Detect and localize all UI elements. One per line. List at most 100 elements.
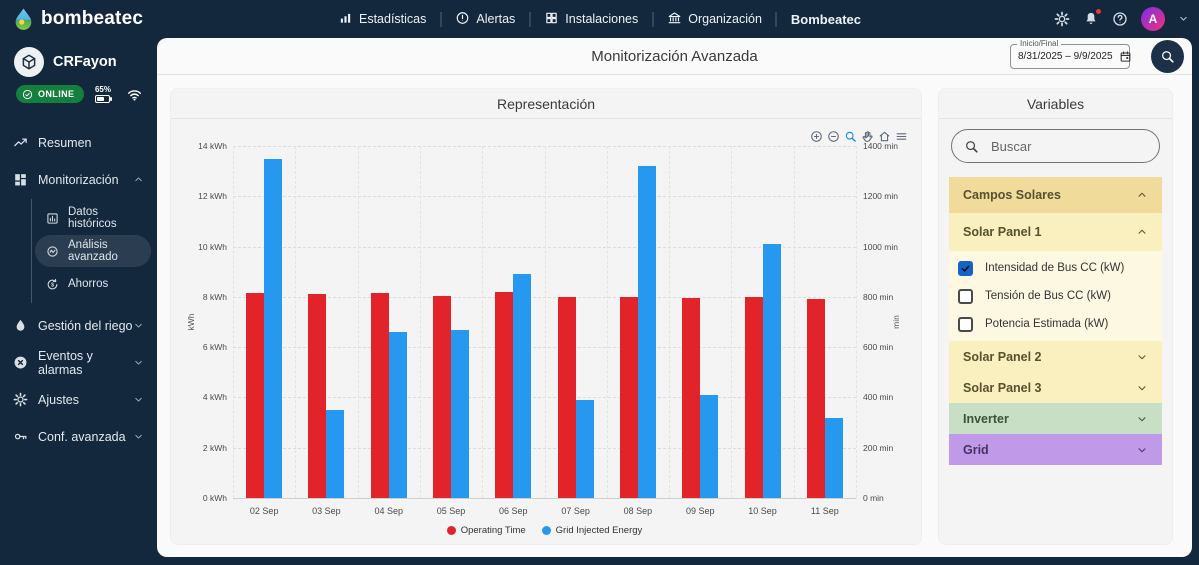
topbar-actions: A: [1054, 0, 1189, 38]
bar-operating-time-06-sep[interactable]: [495, 291, 514, 498]
variable-row-potencia-estimada[interactable]: Potencia Estimada (kW): [949, 310, 1162, 338]
calendar-icon[interactable]: [1119, 50, 1132, 63]
bar-operating-time-11-sep[interactable]: [806, 299, 825, 498]
sidebar-item-analisis-avanzado[interactable]: Análisis avanzado: [35, 235, 151, 267]
accordion-header-campos-solares[interactable]: Campos Solares: [949, 177, 1162, 213]
bar-operating-time-05-sep[interactable]: [433, 295, 451, 498]
date-range-field[interactable]: Inicio/Final 8/31/2025 – 9/9/2025: [1010, 38, 1132, 69]
sidebar-item-label: Resumen: [38, 135, 92, 150]
checkbox-intensidad-de-bus-cc[interactable]: [958, 260, 973, 276]
bar-grid-injected-energy-04-sep[interactable]: [388, 332, 407, 498]
accordion-header-solar-panel-1[interactable]: Solar Panel 1: [949, 213, 1162, 251]
toolbar-menu-icon[interactable]: [895, 130, 908, 143]
help-icon[interactable]: [1112, 11, 1128, 27]
bar-grid-injected-energy-08-sep[interactable]: [637, 166, 656, 498]
bar-grid-injected-energy-09-sep[interactable]: [700, 394, 719, 498]
bar-operating-time-08-sep[interactable]: [619, 296, 638, 498]
bar-grid-injected-energy-11-sep[interactable]: [824, 417, 843, 498]
y-right-tick: 400 min: [863, 392, 894, 403]
x-axis-label: 10 Sep: [748, 506, 777, 516]
bell-icon[interactable]: [1083, 9, 1101, 27]
sidebar-item-ahorros[interactable]: $ Ahorros: [35, 268, 151, 300]
bar-grid-injected-energy-07-sep[interactable]: [575, 399, 594, 498]
bar-operating-time-03-sep[interactable]: [308, 294, 327, 498]
nav-item-bombeatec[interactable]: Bombeatec: [791, 12, 861, 27]
user-avatar[interactable]: A: [1141, 7, 1165, 31]
bar-operating-time-07-sep[interactable]: [557, 296, 576, 498]
trend-icon: [13, 135, 28, 150]
variable-row-intensidad-de-bus-cc[interactable]: Intensidad de Bus CC (kW): [949, 254, 1162, 282]
variables-panel: Variables Campos Solares Solar Panel 1 Int…: [938, 88, 1173, 545]
toolbar-reset-home-icon[interactable]: [878, 130, 891, 143]
sidebar-item-gestion-del-riego[interactable]: Gestión del riego: [0, 307, 157, 344]
sidebar-item-monitorizacion[interactable]: Monitorización: [0, 161, 157, 198]
nav-item-instalaciones[interactable]: Instalaciones: [544, 11, 638, 28]
nav-item-label: Instalaciones: [565, 12, 639, 26]
toolbar-zoom-out-icon[interactable]: [827, 130, 840, 143]
avatar-caret-icon[interactable]: [1178, 13, 1189, 26]
accordion-header-solar-panel-2[interactable]: Solar Panel 2: [949, 341, 1162, 372]
user-name: CRFayon: [53, 54, 117, 70]
accordion-header-inverter[interactable]: Inverter: [949, 403, 1162, 434]
bar-operating-time-02-sep[interactable]: [246, 293, 265, 498]
checkbox-tension-de-bus-cc[interactable]: [958, 288, 973, 304]
nav-item-organizacion[interactable]: Organización: [667, 11, 762, 28]
sidebar-item-label: Ajustes: [38, 392, 79, 407]
sidebar-item-label: Ahorros: [68, 278, 109, 290]
gear-icon[interactable]: [1054, 11, 1070, 27]
chevron-down-icon: [133, 394, 144, 405]
variable-row-tension-de-bus-cc[interactable]: Tensión de Bus CC (kW): [949, 282, 1162, 310]
accordion-items-solar-panel-1: Intensidad de Bus CC (kW) Tensión de Bus …: [949, 251, 1162, 341]
nav-divider: [440, 11, 442, 27]
variables-search-input[interactable]: [989, 137, 1147, 155]
bar-operating-time-10-sep[interactable]: [744, 296, 763, 498]
x-axis-label: 05 Sep: [436, 506, 466, 516]
legend-item-operating-time[interactable]: Operating Time: [446, 525, 526, 536]
sidebar-item-label: Eventos y alarmas: [38, 348, 93, 377]
toolbar-zoom-in-icon[interactable]: [810, 130, 823, 143]
chevron-up-icon: [133, 174, 144, 185]
accordion-header-grid[interactable]: Grid: [949, 434, 1162, 465]
sidebar-submenu: Datos históricos Análisis avanzado $ Ahorro…: [31, 199, 153, 303]
sidebar-item-resumen[interactable]: Resumen: [0, 124, 157, 161]
bar-grid-injected-energy-06-sep[interactable]: [513, 274, 532, 498]
nav-item-label: Organización: [688, 12, 762, 26]
sidebar-item-ajustes[interactable]: Ajustes: [0, 381, 157, 418]
gridline: [357, 146, 359, 498]
gridline: [233, 146, 234, 498]
sidebar: CRFayon ONLINE 65% Resumen Monitorización…: [0, 38, 157, 565]
sidebar-item-datos-historicos[interactable]: Datos históricos: [35, 202, 151, 234]
savings-icon: $: [46, 278, 59, 291]
sidebar-item-eventos-y-alarmas[interactable]: Eventos y alarmas: [0, 344, 157, 381]
toolbar-pan-icon[interactable]: [861, 130, 874, 143]
bar-grid-injected-energy-05-sep[interactable]: [451, 329, 469, 498]
bar-grid-injected-energy-10-sep[interactable]: [762, 244, 781, 498]
nav-divider: [775, 11, 777, 27]
bar-grid-injected-energy-03-sep[interactable]: [326, 410, 345, 498]
nav-item-label: Bombeatec: [790, 11, 861, 27]
nav-divider: [652, 11, 654, 27]
x-axis-label: 06 Sep: [499, 506, 528, 516]
sidebar-menu: Resumen Monitorización Datos históricos Aná…: [0, 124, 157, 455]
brand-logo-icon: [13, 7, 34, 31]
accordion-header-solar-panel-3[interactable]: Solar Panel 3: [949, 372, 1162, 403]
sidebar-item-conf-avanzada[interactable]: Conf. avanzada: [0, 418, 157, 455]
checkbox-potencia-estimada[interactable]: [958, 316, 973, 332]
bar-chart[interactable]: 0 kWh 0 min 2 kWh 200 min 4 kWh 400 min 6 kWh 6…: [171, 89, 921, 544]
legend-item-grid-injected-energy[interactable]: Grid Injected Energy: [541, 525, 642, 536]
search-button[interactable]: [1151, 39, 1184, 73]
bar-grid-injected-energy-02-sep[interactable]: [264, 158, 283, 498]
chevron-down-icon: [1136, 351, 1148, 363]
droplet-icon: [13, 318, 28, 333]
user-row[interactable]: CRFayon: [0, 38, 157, 79]
toolbar-box-zoom-icon[interactable]: [844, 130, 857, 143]
bar-operating-time-04-sep[interactable]: [370, 293, 389, 498]
chevron-up-icon: [1136, 226, 1148, 238]
nav-item-alertas[interactable]: Alertas: [455, 11, 515, 28]
variables-search[interactable]: [951, 129, 1160, 163]
bar-operating-time-09-sep[interactable]: [682, 298, 701, 498]
brand[interactable]: bombeatec: [13, 0, 143, 38]
nav-item-estadisticas[interactable]: Estadísticas: [338, 11, 426, 28]
accordion-label: Grid: [963, 442, 989, 457]
x-circle-icon: [13, 355, 28, 370]
